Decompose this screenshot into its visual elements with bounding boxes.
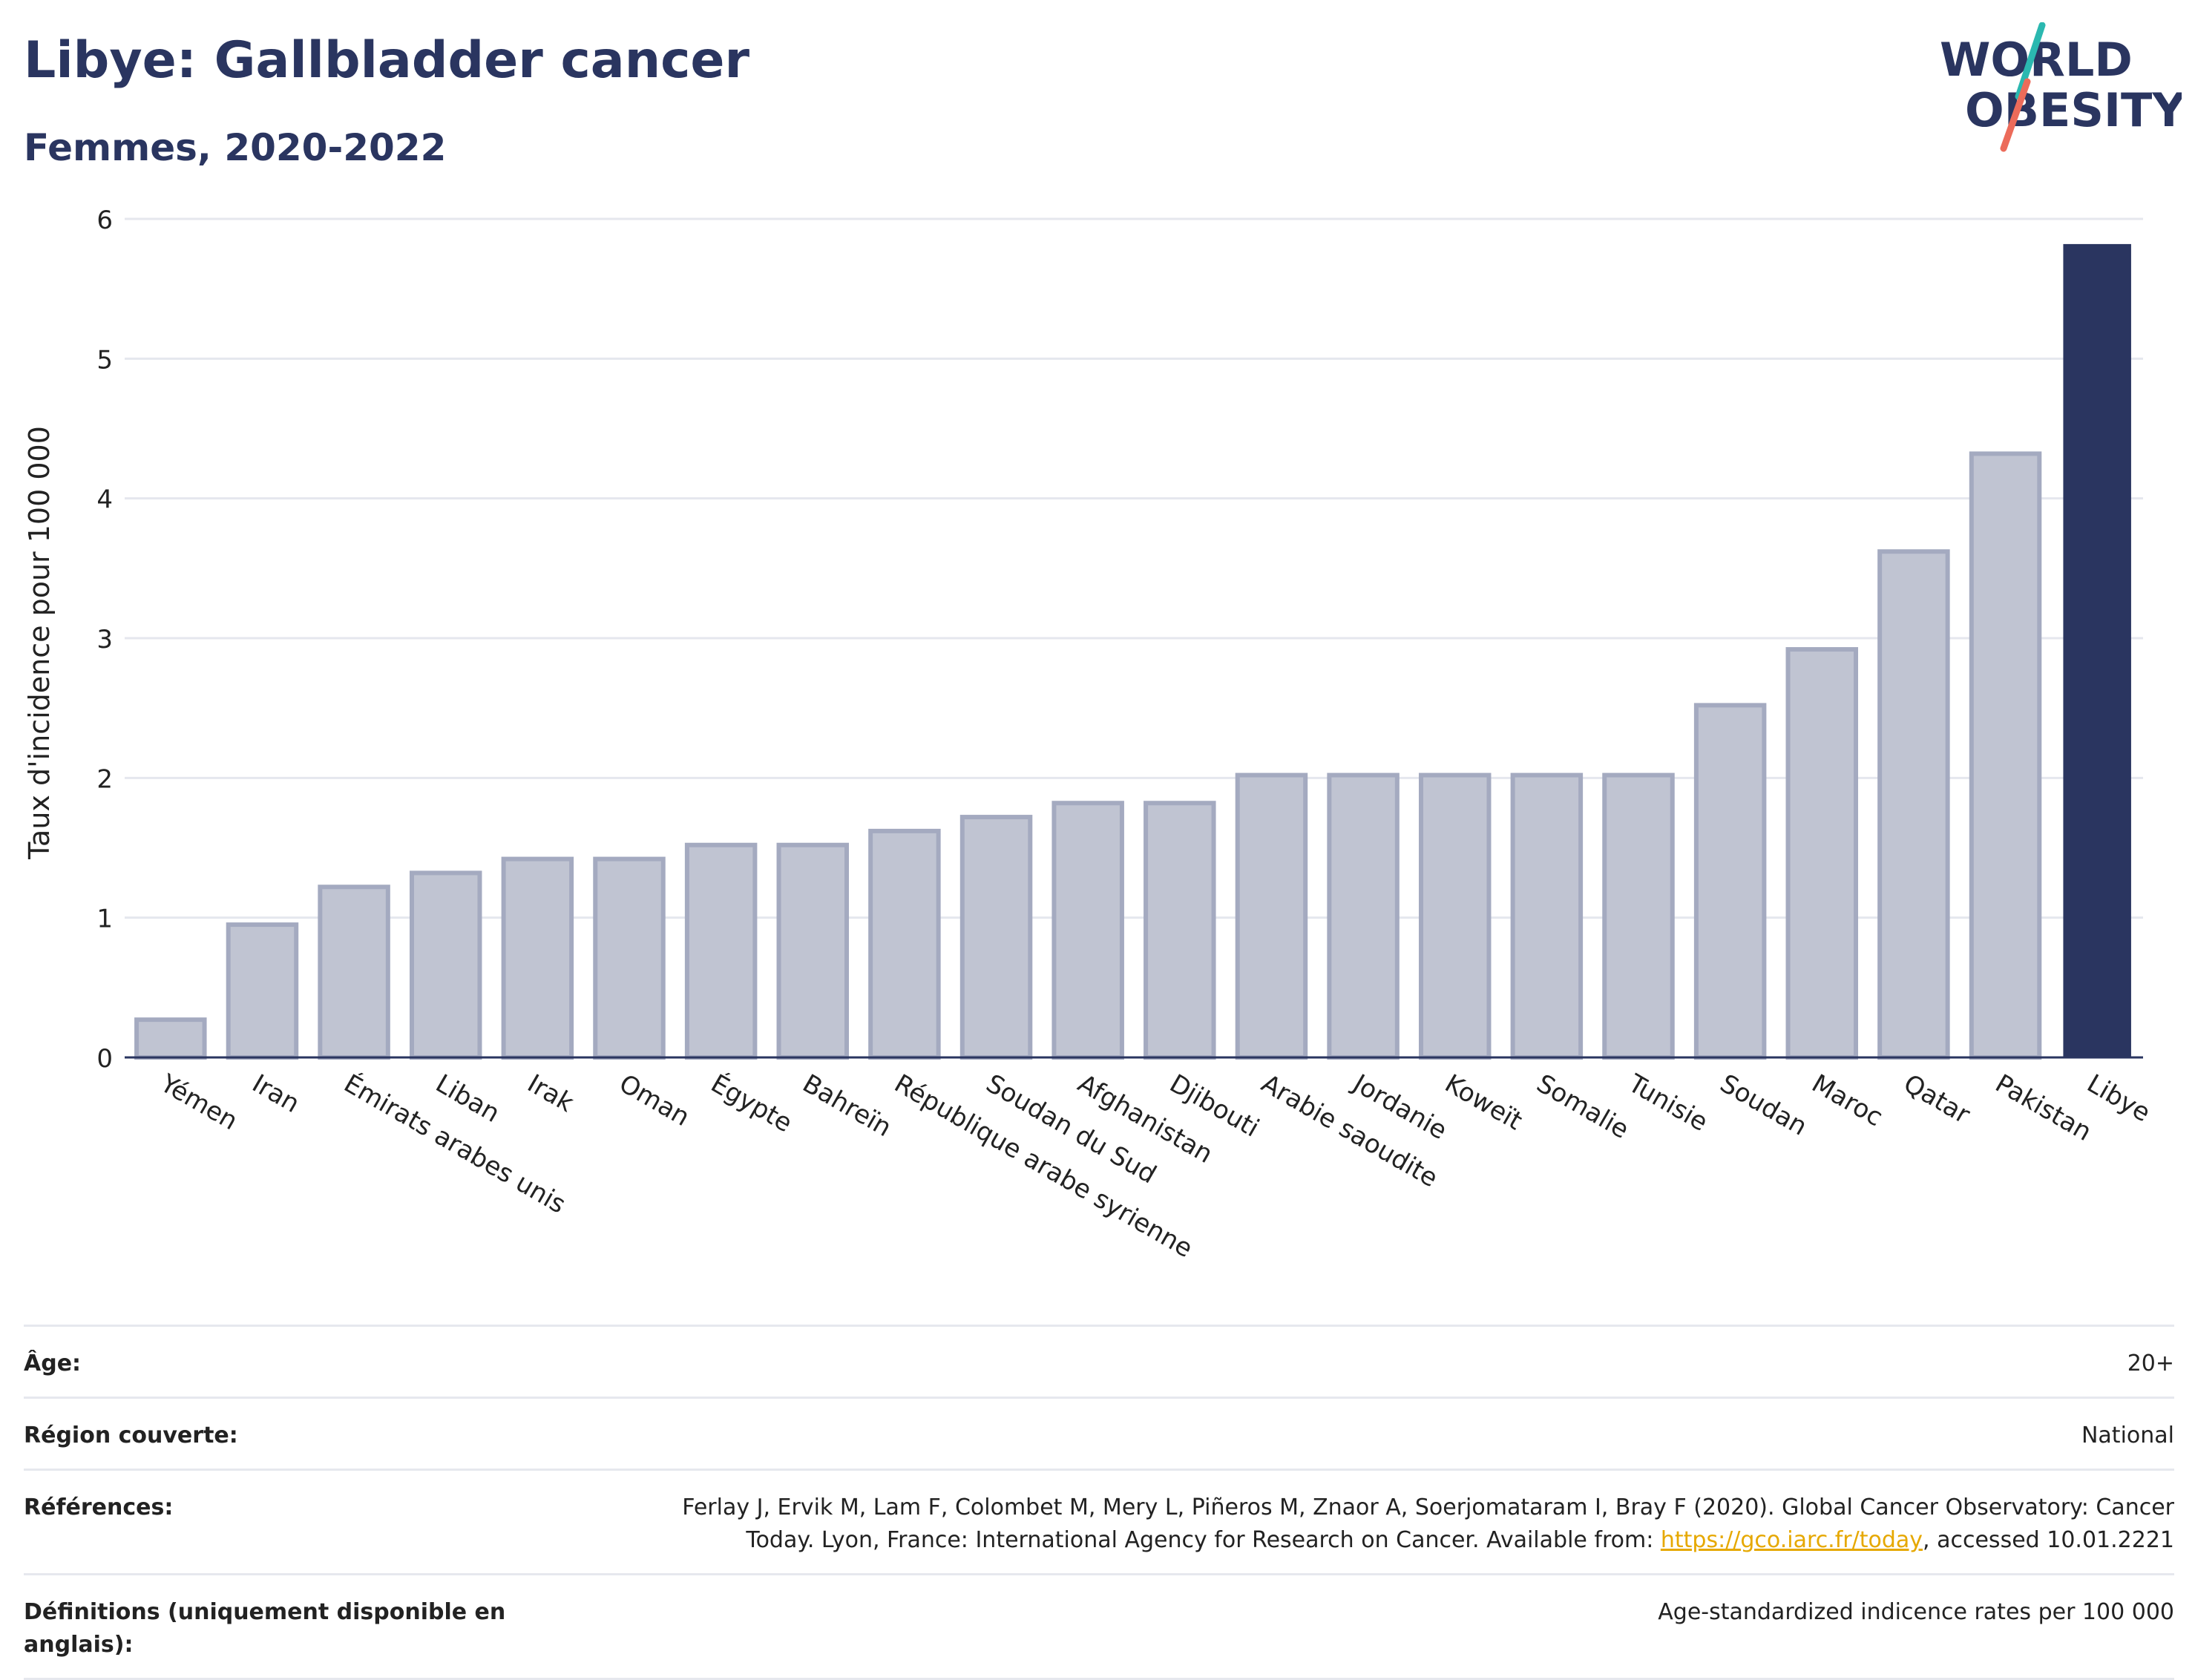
- bar-libye: [2063, 243, 2131, 1057]
- chart-title: Libye: Gallbladder cancer: [24, 31, 750, 90]
- bar-jordanie: [1327, 772, 1400, 1060]
- x-tick-label: Oman: [614, 1069, 695, 1132]
- bar-soudan: [1693, 703, 1767, 1060]
- x-tick-label: Yémen: [154, 1069, 243, 1137]
- logo-slash-coral: [2000, 78, 2031, 152]
- y-tick-label: 3: [96, 625, 113, 654]
- meta-label-region: Région couverte:: [24, 1423, 238, 1448]
- meta-row-definitions: Définitions (uniquement disponible en an…: [24, 1573, 2174, 1680]
- bar-qatar: [1877, 549, 1950, 1060]
- x-tick-label: Koweït: [1440, 1069, 1527, 1136]
- bar-irak: [501, 856, 574, 1060]
- logo-slash-teal: [2015, 22, 2046, 100]
- meta-value-definitions: Age-standardized indicence rates per 100…: [1658, 1599, 2174, 1625]
- bar-bahreïn: [776, 842, 850, 1060]
- y-tick-label: 5: [96, 345, 113, 375]
- x-tick-label: Bahreïn: [798, 1069, 896, 1143]
- references-accessed: , accessed 10.01.2221: [1923, 1527, 2174, 1553]
- y-tick-label: 2: [96, 764, 113, 794]
- y-axis-label: Taux d'incidence pour 100 000: [23, 426, 56, 860]
- references-link[interactable]: https://gco.iarc.fr/today: [1660, 1527, 1923, 1553]
- bar-afghanistan: [1051, 801, 1124, 1060]
- bar-pakistan: [1969, 451, 2042, 1060]
- x-tick-label: Irak: [522, 1069, 579, 1118]
- meta-row-references: Références: Ferlay J, Ervik M, Lam F, Co…: [24, 1469, 2174, 1573]
- x-tick-label: Égypte: [706, 1068, 798, 1138]
- x-tick-label: Somalie: [1532, 1069, 1634, 1145]
- bar-liban: [409, 870, 482, 1060]
- bar-koweït: [1418, 772, 1492, 1060]
- meta-label-references: Références:: [24, 1494, 174, 1520]
- world-obesity-logo: WORLD OBESITY: [1940, 22, 2182, 152]
- y-tick-label: 0: [96, 1044, 113, 1074]
- x-tick-label: Tunisie: [1623, 1069, 1713, 1138]
- bar-chart: 0 1 2 3 4 5 6 Taux d'incidence pour 100 000 Yé…: [23, 206, 2156, 1264]
- bar-égypte: [684, 842, 758, 1060]
- bar-maroc: [1785, 647, 1859, 1060]
- bar-soudan-du-sud: [959, 815, 1033, 1060]
- references-text: Ferlay J, Ervik M, Lam F, Colombet M, Me…: [682, 1494, 2174, 1553]
- bar-oman: [593, 856, 666, 1060]
- meta-value-references: Ferlay J, Ervik M, Lam F, Colombet M, Me…: [616, 1492, 2174, 1557]
- bar-iran: [226, 922, 299, 1060]
- y-axis-ticks: 0 1 2 3 4 5 6: [96, 206, 113, 1074]
- bar-somalie: [1510, 772, 1584, 1060]
- x-tick-label: Soudan: [1715, 1069, 1812, 1142]
- y-tick-label: 1: [96, 905, 113, 934]
- metadata-table: Âge: 20+ Région couverte: National Référ…: [24, 1325, 2174, 1680]
- x-tick-label: Iran: [247, 1069, 304, 1119]
- y-tick-label: 4: [96, 485, 113, 515]
- bar-tunisie: [1602, 772, 1675, 1060]
- meta-label-definitions: Définitions (uniquement disponible en an…: [24, 1599, 506, 1658]
- chart-subtitle: Femmes, 2020-2022: [24, 126, 447, 169]
- x-tick-label: Pakistan: [1990, 1069, 2096, 1147]
- y-tick-label: 6: [96, 206, 113, 235]
- meta-label-age: Âge:: [24, 1351, 82, 1377]
- meta-value-age: 20+: [2127, 1351, 2174, 1377]
- bars: [134, 243, 2131, 1060]
- bar-émirats-arabes-unis: [318, 885, 390, 1060]
- meta-row-region: Région couverte: National: [24, 1397, 2174, 1469]
- bar-yémen: [134, 1017, 207, 1060]
- x-tick-label: Qatar: [1898, 1069, 1975, 1130]
- bar-arabie-saoudite: [1235, 772, 1308, 1060]
- meta-value-region: National: [2081, 1423, 2174, 1448]
- bar-djibouti: [1144, 801, 1216, 1060]
- meta-row-age: Âge: 20+: [24, 1325, 2174, 1397]
- logo-text-obesity: OBESITY: [1965, 83, 2182, 137]
- x-tick-label: Maroc: [1807, 1069, 1888, 1132]
- bar-république-arabe-syrienne: [868, 828, 941, 1060]
